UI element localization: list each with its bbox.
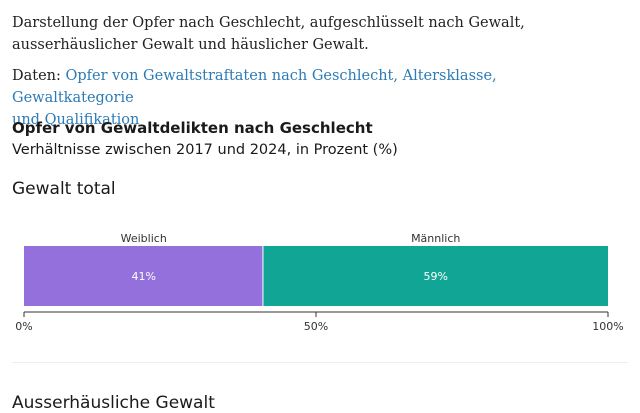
description-line-2: ausserhäuslicher Gewalt und häuslicher G… [12, 37, 369, 53]
description: Darstellung der Opfer nach Geschlecht, a… [12, 12, 612, 56]
x-tick-label: 50% [304, 320, 328, 333]
chart-subtitle: Verhältnisse zwischen 2017 und 2024, in … [12, 142, 398, 158]
segment-name-m-nnlich: Männlich [411, 232, 460, 245]
panel-title: Gewalt total [12, 179, 116, 199]
bar-segment-weiblich [24, 246, 263, 306]
description-line-1: Darstellung der Opfer nach Geschlecht, a… [12, 15, 525, 31]
data-source-link[interactable]: Opfer von Gewaltstraftaten nach Geschlec… [12, 68, 497, 128]
data-source: Daten: Opfer von Gewaltstraftaten nach G… [12, 65, 572, 131]
next-panel-title: Ausserhäusliche Gewalt [12, 393, 215, 413]
stacked-bar-chart: Weiblich 41% Männlich 59% 0% 50% 100% [15, 232, 623, 333]
segment-name-weiblich: Weiblich [121, 232, 167, 245]
segment-label-weiblich: 41% [131, 270, 155, 283]
x-tick-label: 100% [592, 320, 623, 333]
chart-title: Opfer von Gewaltdelikten nach Geschlecht [12, 119, 373, 137]
segment-label-m-nnlich: 59% [423, 270, 447, 283]
data-source-prefix: Daten: [12, 68, 61, 84]
x-tick-label: 0% [15, 320, 32, 333]
bar-segment-m-nnlich [263, 246, 608, 306]
divider [12, 362, 628, 363]
